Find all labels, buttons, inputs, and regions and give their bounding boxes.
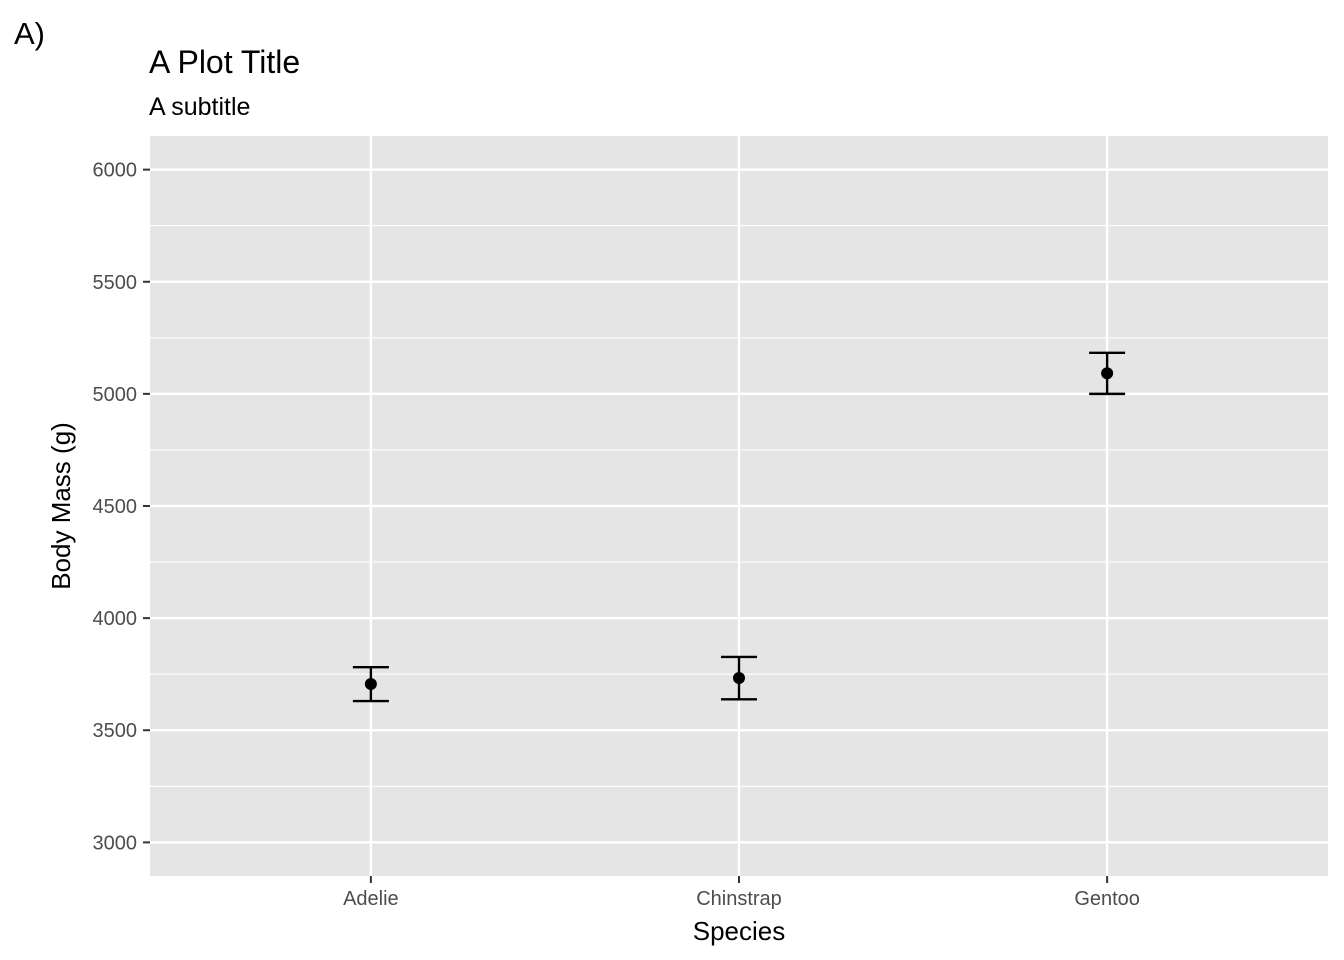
data-point (1101, 367, 1114, 380)
y-axis: 3000 3500 4000 4500 5000 5500 6000 (93, 160, 150, 854)
data-point (733, 671, 745, 684)
x-axis-title: Species (693, 916, 786, 946)
y-tick-label: 6000 (93, 160, 138, 182)
chart-subtitle: A subtitle (149, 93, 250, 121)
y-tick-label: 5000 (93, 384, 138, 406)
y-tick-label: 4500 (93, 496, 138, 518)
y-tick-label: 5500 (93, 272, 138, 294)
y-tick-label: 3500 (93, 720, 138, 742)
y-tick-label: 4000 (93, 608, 138, 630)
gridlines (150, 136, 1328, 876)
figure-tag: A) (14, 16, 45, 51)
x-axis: Adelie Chinstrap Gentoo (343, 876, 1140, 910)
x-tick-label: Chinstrap (696, 888, 782, 910)
data-marks (352, 351, 1126, 703)
x-tick-label: Adelie (343, 888, 399, 910)
x-tick-label: Gentoo (1074, 888, 1140, 910)
chart-title: A Plot Title (149, 44, 300, 80)
y-tick-label: 3000 (93, 832, 138, 854)
y-axis-title: Body Mass (g) (46, 422, 76, 590)
data-point (364, 678, 377, 691)
